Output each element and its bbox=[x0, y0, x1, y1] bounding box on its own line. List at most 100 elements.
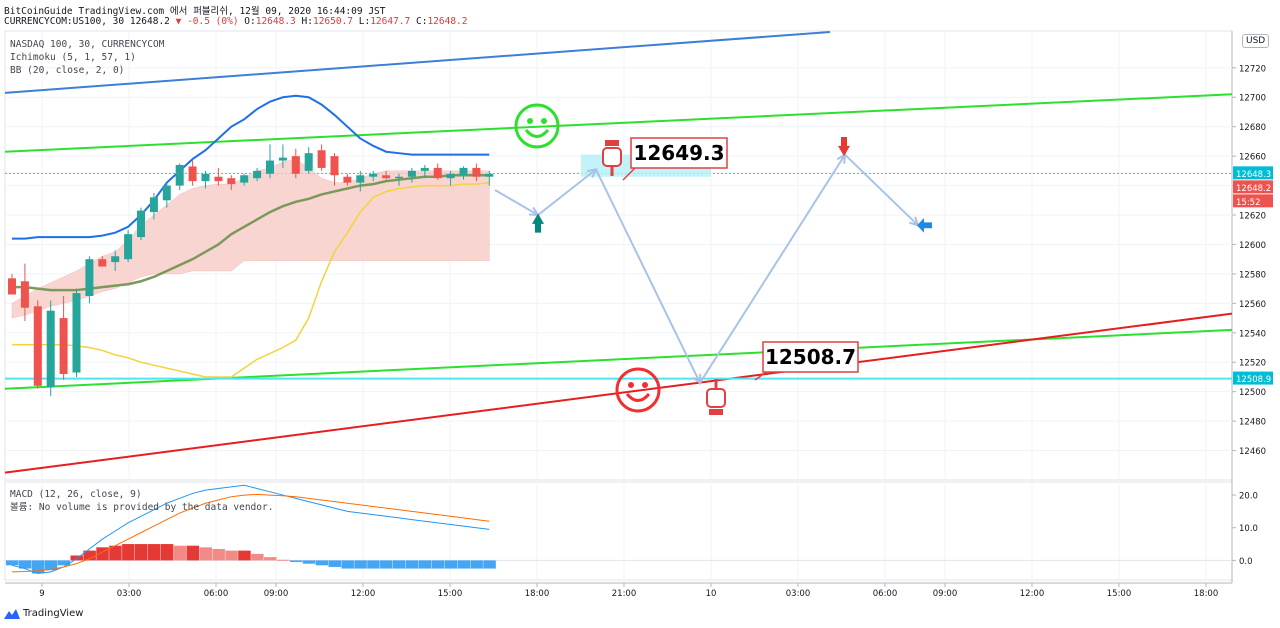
price-tag bbox=[1233, 371, 1273, 385]
y-tick-label: 12520 bbox=[1239, 359, 1266, 369]
y-tick-label: 12580 bbox=[1239, 270, 1266, 280]
x-tick-label: 06:00 bbox=[204, 589, 229, 599]
candle-body bbox=[227, 178, 236, 185]
candle-body bbox=[459, 167, 468, 176]
macd-histogram-bar bbox=[367, 560, 380, 569]
candle-body bbox=[33, 306, 42, 386]
candle-body bbox=[201, 173, 210, 182]
y-tick-label: 12600 bbox=[1239, 241, 1266, 251]
candle-body bbox=[330, 156, 339, 176]
legend-symbol[interactable]: NASDAQ 100, 30, CURRENCYCOM bbox=[10, 39, 165, 50]
candle-body bbox=[98, 259, 107, 267]
legend-ichimoku[interactable]: Ichimoku (5, 1, 57, 1) bbox=[10, 52, 136, 63]
macd-line bbox=[11, 484, 490, 574]
smiley-green-icon bbox=[514, 103, 560, 149]
macd-histogram-bar bbox=[457, 560, 470, 569]
x-tick-label: 03:00 bbox=[117, 589, 142, 599]
price-tag bbox=[1233, 180, 1273, 194]
macd-histogram-bar bbox=[18, 560, 32, 569]
x-tick-label: 10 bbox=[706, 589, 717, 599]
macd-tick-label: 20.0 bbox=[1239, 492, 1258, 502]
macd-tick-label: 0.0 bbox=[1239, 557, 1253, 567]
macd-legend: MACD (12, 26, close, 9) 볼륨: No volume is… bbox=[10, 488, 273, 514]
candle-body bbox=[266, 160, 274, 174]
y-tick-label: 12480 bbox=[1239, 418, 1266, 428]
low-value: 12647.7 bbox=[370, 16, 411, 27]
macd-histogram-bar bbox=[276, 559, 290, 561]
macd-histogram-bar bbox=[328, 560, 341, 567]
open-value: 12648.3 bbox=[255, 16, 296, 27]
price-tag bbox=[1233, 194, 1273, 208]
price-tag-text: 12508.9 bbox=[1236, 375, 1271, 385]
candle-body bbox=[175, 164, 184, 186]
macd-histogram-bar bbox=[405, 560, 419, 569]
macd-histogram-bar bbox=[418, 560, 432, 569]
macd-histogram-bar bbox=[173, 545, 187, 561]
x-tick-label: 15:00 bbox=[438, 589, 463, 599]
ohlc-bar: CURRENCYCOM:US100, 30 12648.2 ▼ -0.5 (0%… bbox=[4, 16, 467, 27]
candle-body bbox=[240, 175, 249, 183]
last-price: 12648.2 bbox=[129, 16, 170, 27]
macd-histogram-bar bbox=[431, 560, 445, 569]
y-tick-label: 12700 bbox=[1239, 94, 1266, 104]
y-tick-label: 12620 bbox=[1239, 212, 1266, 222]
bb-lower bbox=[12, 181, 490, 378]
macd-histogram-bar bbox=[57, 560, 71, 566]
legend-bb[interactable]: BB (20, close, 2, 0) bbox=[10, 65, 125, 76]
close-label: C: bbox=[415, 16, 428, 27]
currency-badge[interactable]: USD bbox=[1242, 34, 1270, 48]
macd-histogram-bar bbox=[483, 560, 496, 569]
x-tick-label: 09:00 bbox=[264, 589, 289, 599]
projection-path bbox=[494, 153, 919, 385]
publish-info: BitCoinGuide TradingView.com 에서 퍼블리쉬, 12… bbox=[4, 3, 385, 17]
candle-body bbox=[278, 157, 287, 161]
macd-histogram-bar bbox=[147, 544, 161, 561]
price-tag-text: 15:52 bbox=[1236, 198, 1261, 208]
candle-body bbox=[291, 156, 300, 174]
macd-histogram-bar bbox=[470, 560, 483, 569]
candle-body bbox=[8, 278, 16, 295]
x-tick-label: 06:00 bbox=[873, 589, 898, 599]
legend-macd[interactable]: MACD (12, 26, close, 9) bbox=[10, 489, 142, 500]
candle-body bbox=[420, 167, 429, 171]
footer-brand[interactable]: TradingView bbox=[4, 608, 83, 619]
candle-body bbox=[46, 310, 55, 388]
candle-body bbox=[188, 166, 197, 182]
x-tick-label: 03:00 bbox=[786, 589, 811, 599]
projection-arrowhead bbox=[586, 168, 598, 178]
callout-12649: 12649.3 bbox=[622, 137, 728, 181]
down-arrow-icon bbox=[838, 136, 850, 157]
macd-histogram-bar bbox=[109, 545, 122, 561]
candle-body bbox=[149, 197, 158, 213]
macd-histogram-bar bbox=[225, 550, 238, 561]
candle-body bbox=[369, 173, 378, 177]
candle-body bbox=[111, 256, 120, 263]
y-tick-label: 12500 bbox=[1239, 388, 1266, 398]
candle-body bbox=[472, 167, 481, 177]
left-arrow-icon bbox=[917, 217, 932, 233]
x-tick-label: 18:00 bbox=[525, 589, 550, 599]
bb-upper bbox=[12, 94, 490, 240]
macd-pane bbox=[4, 481, 1233, 581]
candle-body bbox=[446, 173, 455, 179]
callout-12508: 12508.7 bbox=[754, 341, 859, 381]
macd-histogram-bar bbox=[264, 557, 277, 561]
candle-body bbox=[485, 173, 494, 177]
macd-histogram-bar bbox=[354, 560, 367, 569]
candle-body bbox=[253, 170, 262, 179]
candle-body bbox=[395, 176, 403, 179]
x-tick-label: 18:00 bbox=[1194, 589, 1219, 599]
macd-histogram-bar bbox=[289, 560, 303, 563]
x-tick-label: 12:00 bbox=[1020, 589, 1045, 599]
trendline-blue bbox=[4, 31, 831, 94]
up-arrow-icon bbox=[532, 213, 544, 233]
candle-body bbox=[382, 175, 391, 179]
macd-histogram-bar bbox=[44, 560, 58, 571]
candle-body bbox=[72, 293, 81, 373]
high-value: 12650.7 bbox=[312, 16, 354, 27]
macd-histogram-bar bbox=[160, 544, 174, 561]
macd-histogram-bar bbox=[341, 560, 354, 569]
candle-body bbox=[317, 150, 326, 168]
indicator-legend: NASDAQ 100, 30, CURRENCYCOM Ichimoku (5,… bbox=[10, 38, 164, 77]
